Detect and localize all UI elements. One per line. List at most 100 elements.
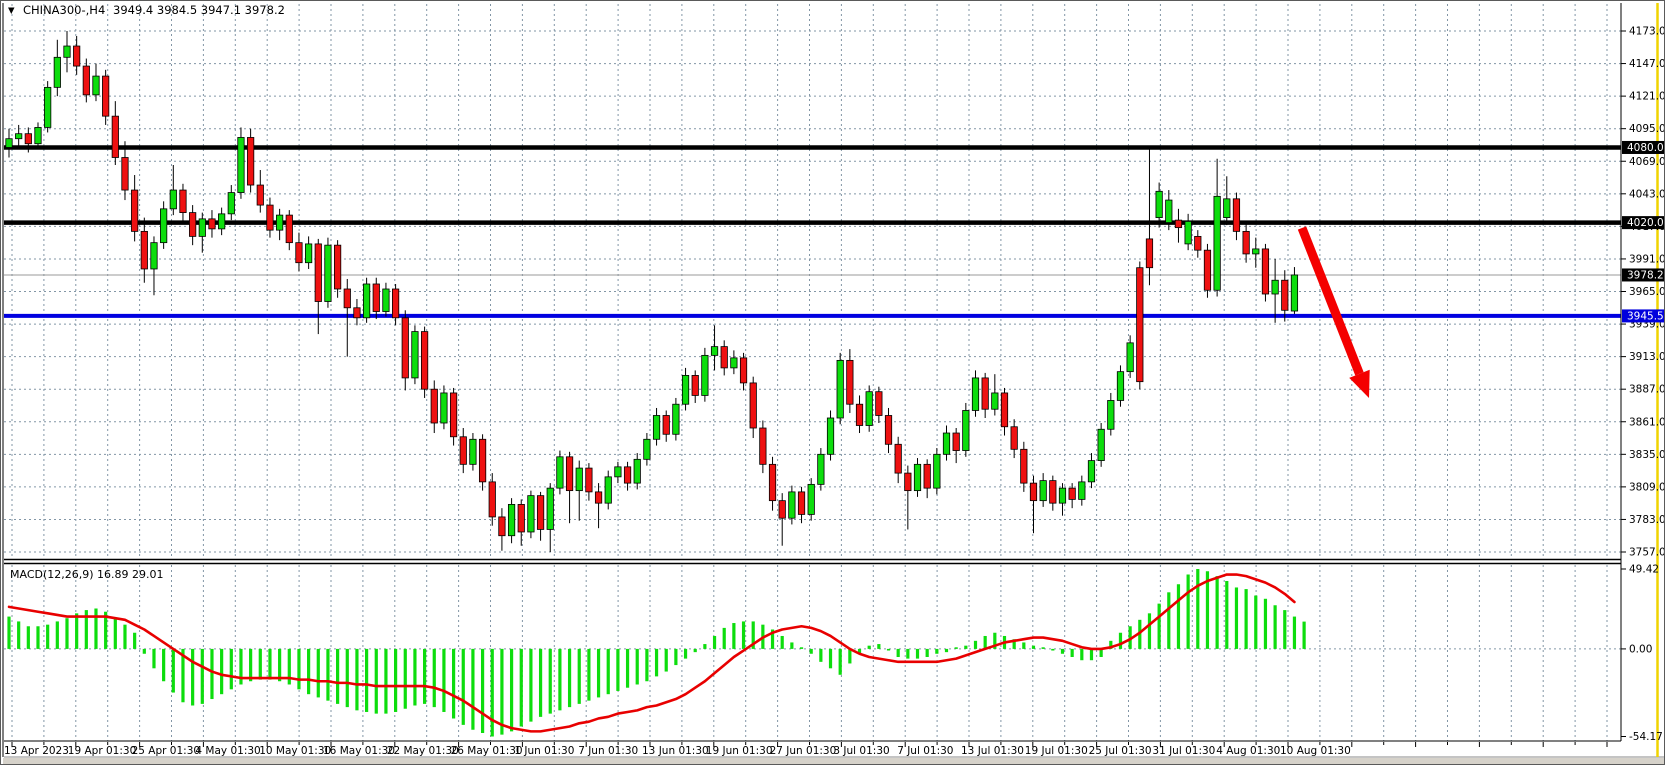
bear-candle: [372, 283, 380, 312]
price-marker-label: 4020.0: [1627, 217, 1664, 229]
bear-candle: [904, 472, 912, 492]
price-tick-label: 4173.0: [1629, 26, 1665, 38]
pane-frame-layer: [2, 3, 1664, 764]
bull-candle: [575, 467, 583, 492]
bear-candle: [102, 75, 110, 117]
bull-candle: [1107, 400, 1115, 430]
bull-candle: [218, 213, 226, 230]
bull-candle: [991, 392, 999, 410]
bull-candle: [237, 137, 245, 193]
date-tick-label: 13 Jun 01:30: [642, 745, 709, 757]
bull-candle: [962, 410, 970, 451]
bear-candle: [952, 432, 960, 451]
date-tick-label: 22 May 01:30: [387, 745, 459, 757]
bull-candle: [614, 466, 622, 478]
bear-candle: [981, 377, 989, 410]
bull-candle: [34, 127, 42, 145]
symbol-dropdown-icon[interactable]: ▼: [8, 6, 15, 16]
date-tick-label: 19 Jun 01:30: [706, 745, 773, 757]
bear-candle: [189, 212, 197, 237]
bear-candle: [420, 331, 429, 390]
bear-candle: [1194, 235, 1202, 251]
bear-candle: [334, 244, 342, 290]
bear-candle: [623, 466, 632, 484]
price-marker-box: [1622, 309, 1664, 323]
date-tick-label: 19 Jul 01:30: [1025, 745, 1088, 757]
bull-candle: [15, 133, 23, 140]
chart-title-symbol: CHINA300-,H4: [23, 3, 105, 17]
bull-candle: [63, 45, 71, 58]
price-tick-label: 3809.0: [1629, 481, 1665, 493]
bear-candle: [1174, 219, 1183, 229]
bear-candle: [285, 214, 293, 244]
bull-candle: [672, 403, 680, 435]
price-marker-label: 3978.2: [1627, 269, 1664, 281]
bull-candle: [1213, 195, 1221, 291]
macd-indicator-layer: [7, 569, 1306, 737]
date-tick-label: 1 Jun 01:30: [514, 745, 574, 757]
bear-candle: [759, 427, 767, 465]
price-marker-label: 4080.0: [1627, 142, 1664, 154]
bull-candle: [633, 458, 641, 484]
bull-candle: [440, 392, 448, 424]
bear-candle: [131, 189, 139, 232]
bull-candle: [169, 189, 177, 210]
bear-candle: [1242, 230, 1250, 255]
bull-candle: [305, 243, 313, 264]
price-tick-label: 3887.0: [1629, 384, 1665, 396]
price-axis[interactable]: 4173.04147.04121.04095.04069.04043.04017…: [1621, 26, 1665, 559]
date-tick-label: 31 Jul 01:30: [1152, 745, 1215, 757]
bull-candle: [865, 391, 873, 426]
bear-candle: [478, 438, 487, 483]
bull-candle: [5, 138, 13, 148]
macd-signal-line: [7, 573, 1296, 733]
bull-candle: [1116, 371, 1125, 401]
bear-candle: [488, 481, 496, 518]
bull-candle: [1126, 342, 1134, 373]
date-tick-label: 27 Jun 01:30: [770, 745, 837, 757]
bull-candle: [44, 86, 52, 128]
price-tick-label: 3835.0: [1629, 449, 1665, 461]
bull-candle: [556, 456, 564, 489]
price-tick-label: 4121.0: [1629, 91, 1665, 103]
macd-tick-label: 49.42: [1629, 564, 1659, 576]
date-tick-label: 25 Apr 01:30: [132, 745, 200, 757]
bear-candle: [391, 288, 400, 319]
bull-candle: [643, 438, 651, 460]
bull-candle: [971, 377, 980, 411]
bear-candle: [111, 115, 119, 158]
bear-candle: [797, 491, 806, 515]
bull-candle: [160, 208, 168, 244]
price-tick-label: 4069.0: [1629, 156, 1665, 168]
price-tick-label: 4147.0: [1629, 58, 1665, 70]
price-tick-label: 3783.0: [1629, 514, 1665, 526]
bull-candle: [836, 359, 844, 419]
bear-candle: [247, 137, 255, 186]
bear-candle: [594, 491, 603, 504]
date-tick-label: 13 Jul 01:30: [961, 745, 1024, 757]
bull-candle: [1290, 274, 1299, 312]
bull-candle: [817, 453, 825, 485]
bull-candle: [363, 283, 371, 319]
bull-candle: [227, 192, 235, 215]
bull-candle: [913, 463, 922, 492]
bear-candle: [1068, 487, 1076, 500]
date-tick-label: 3 Jul 01:30: [833, 745, 889, 757]
bull-candle: [198, 218, 206, 237]
bull-candle: [527, 495, 535, 533]
bear-candle: [1020, 448, 1028, 484]
bear-candle: [343, 288, 351, 309]
bear-candle: [82, 65, 90, 96]
price-tick-label: 3965.0: [1629, 286, 1665, 298]
trend-arrow-layer: [1297, 226, 1370, 398]
bear-candle: [459, 436, 467, 465]
macd-indicator-label: MACD(12,26,9) 16.89 29.01: [10, 568, 164, 581]
date-tick-label: 7 Jul 01:30: [897, 745, 953, 757]
down-arrow-shaft: [1297, 226, 1364, 376]
bear-candle: [749, 382, 757, 429]
bull-candle: [1184, 220, 1192, 245]
bear-candle: [179, 189, 187, 213]
